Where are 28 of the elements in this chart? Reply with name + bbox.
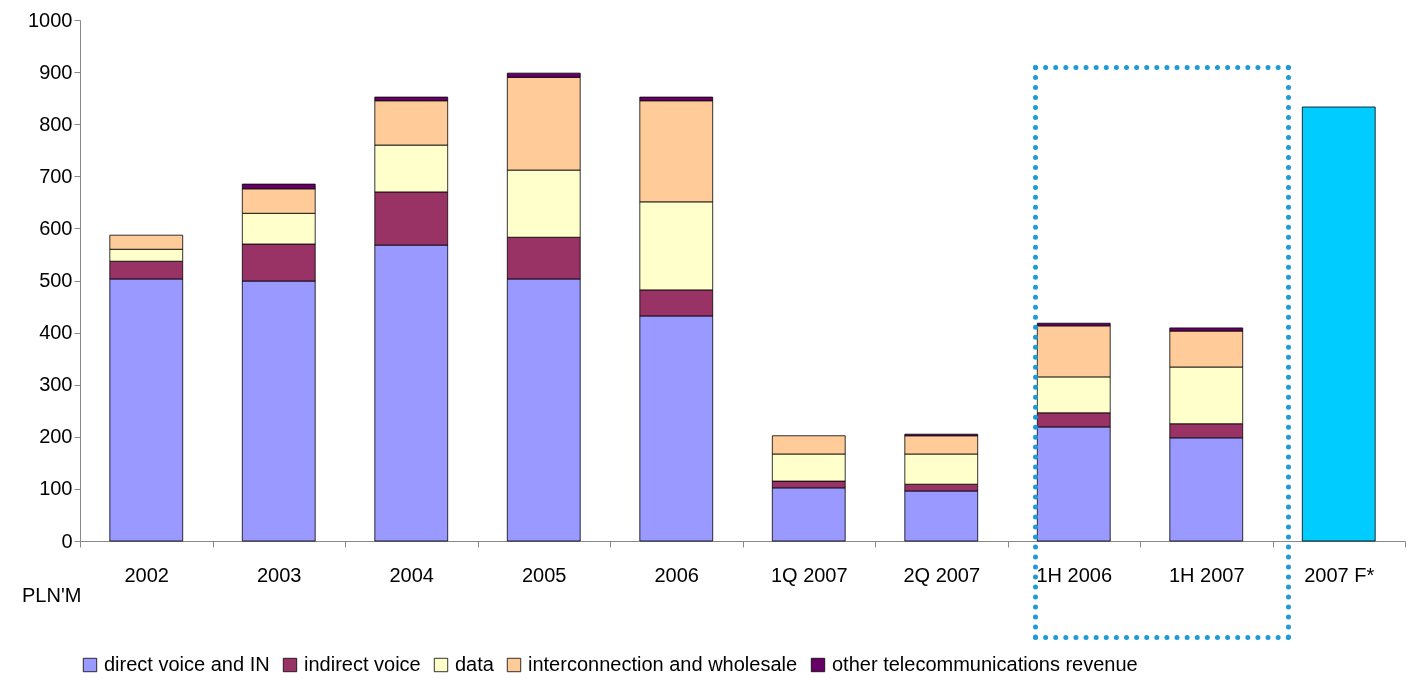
y-tick-label: 300	[39, 373, 73, 396]
y-tick-label: 1000	[28, 8, 73, 31]
y-tick-label: 600	[39, 216, 73, 239]
legend-label: data	[455, 653, 495, 675]
x-tick-label: 1H 2006	[1036, 563, 1113, 586]
y-tick-label: 800	[39, 112, 73, 135]
legend-label: indirect voice	[304, 653, 421, 675]
legend-label: direct voice and IN	[104, 653, 270, 675]
x-tick-label: 2007 F*	[1304, 563, 1375, 586]
text: PLN'M	[22, 584, 82, 607]
x-tick-label: 2Q 2007	[903, 563, 981, 586]
x-tick-label: 2002	[124, 563, 169, 586]
y-tick-label: 200	[39, 425, 73, 448]
y-tick-label: 900	[39, 60, 73, 83]
x-tick-label: 2004	[389, 563, 434, 586]
y-tick-label: 0	[61, 529, 73, 552]
legend-label: other telecommunications revenue	[832, 653, 1138, 675]
x-tick-label: 2003	[257, 563, 302, 586]
bar	[1301, 106, 1376, 542]
x-tick-label: 2006	[654, 563, 699, 586]
y-tick-label: 100	[39, 477, 73, 500]
x-tick-label: 1Q 2007	[770, 563, 848, 586]
x-tick-label: 2005	[522, 563, 567, 586]
y-tick-label: 700	[39, 164, 73, 187]
x-tick-label: 1H 2007	[1168, 563, 1245, 586]
y-tick-label: 400	[39, 321, 73, 344]
y-tick-label: 500	[39, 269, 73, 291]
legend-label: interconnection and wholesale	[528, 653, 798, 675]
